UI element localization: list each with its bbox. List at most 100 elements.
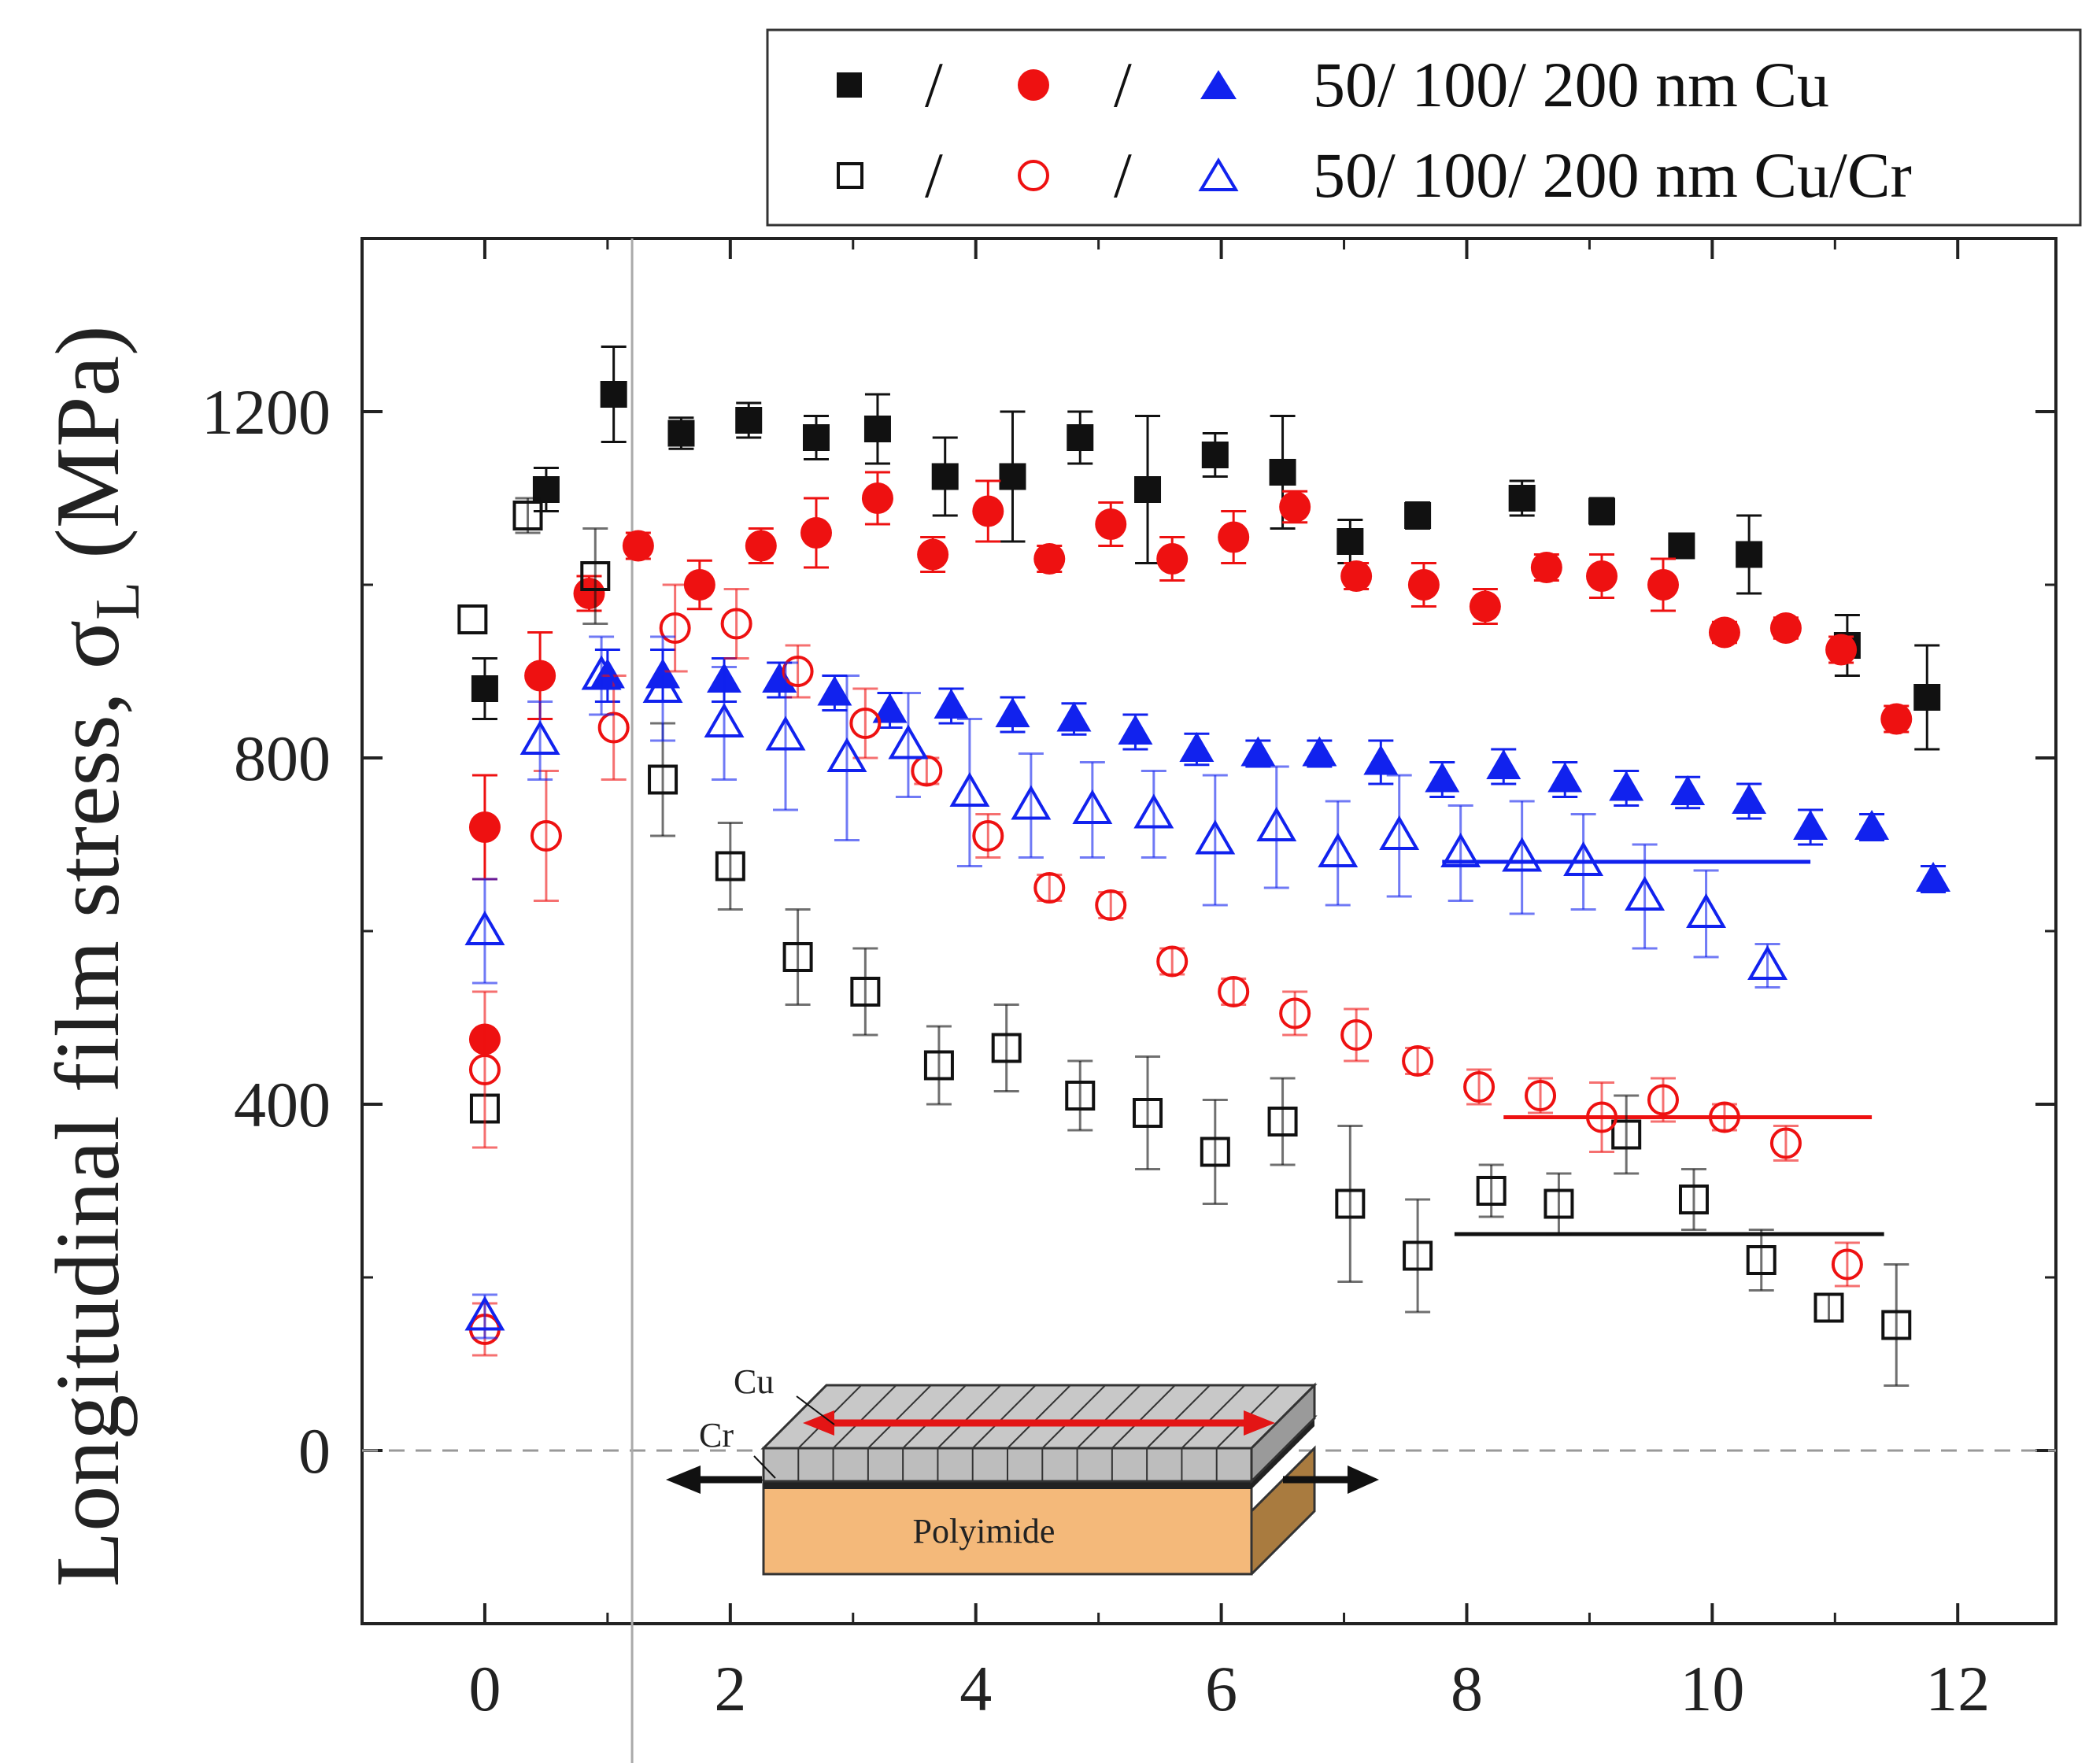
data-point [782,656,814,687]
data-point [765,715,806,751]
data-point [1218,521,1250,553]
data-point [715,851,745,882]
data-point [1880,703,1913,735]
data-point [512,501,543,530]
data-point [457,604,488,634]
x-tick-label: 8 [1451,1653,1483,1724]
data-point [972,495,1004,527]
data-point [622,530,654,562]
data-point [1363,745,1399,775]
legend-marker-open-triangle [1198,157,1239,191]
y-tick-label: 1200 [201,376,331,448]
legend-label-cucr: 50/ 100/ 200 nm Cu/Cr [1313,139,1912,211]
data-point [762,663,797,693]
legend-box [766,28,2082,227]
legend-separator: / [925,49,943,120]
legend-separator: / [925,139,943,211]
data-point [1625,876,1666,911]
data-point [683,569,715,601]
data-point [1476,1176,1507,1206]
data-point [999,463,1026,490]
y-axis-title: Longitudinal film stress, σL (MPa) [38,325,153,1587]
data-point [659,612,691,644]
data-point [1678,1185,1709,1214]
crack-line [832,1384,897,1449]
tension-arrow-head-left [666,1465,701,1494]
data-point [1854,810,1890,840]
legend-separator: / [1114,139,1132,211]
data-point [972,820,1004,852]
data-point [1269,459,1296,486]
data-point [1425,762,1460,793]
data-point [800,517,832,549]
crack-line [1181,1384,1246,1449]
y-tick-label: 0 [298,1415,331,1487]
x-tick-label: 12 [1925,1653,1990,1724]
data-point [1530,552,1562,583]
stress-arrow-head-left [803,1410,834,1436]
x-tick-label: 10 [1680,1653,1744,1724]
data-point [1544,1188,1574,1219]
data-point [1708,1101,1740,1133]
y-tick-label: 800 [234,723,331,794]
y-axis-title-main: Longitudinal film stress, σ [38,620,139,1587]
data-point [1340,560,1373,592]
data-point [1267,1107,1298,1137]
data-point [1736,541,1763,568]
data-point [468,1054,501,1085]
data-point [1588,497,1616,525]
data-point [1668,532,1695,560]
data-point [1033,543,1066,575]
crack-line [1146,1384,1211,1449]
data-point [590,658,625,689]
axes: 0 2 4 6 8 10 12 0 400 800 1200 [201,238,2056,1724]
data-point [849,708,882,739]
data-point [888,724,929,760]
data-point [1793,810,1828,840]
data-point [1404,502,1432,529]
data-point [934,689,969,719]
data-point [519,720,560,755]
data-point [1586,1101,1618,1133]
series-50-nm-cu-cr [457,497,1912,1387]
data-point [1647,569,1679,601]
data-point [745,530,777,562]
x-tick-label: 2 [714,1653,746,1724]
series-200-nm-cu-cr [464,635,1788,1340]
data-point [1133,1098,1163,1128]
data-point [1508,485,1536,512]
data-point [1340,1019,1373,1051]
data-point [1318,833,1359,867]
data-point [1335,1188,1366,1219]
data-point [817,675,852,706]
data-point [1134,476,1162,503]
series-100-nm-cu-cr [468,583,1863,1357]
legend-marker-open-square [837,162,863,189]
data-point [1095,889,1127,921]
data-point [524,660,556,692]
cr-leader [753,1455,776,1479]
data-point [464,911,505,945]
stress-arrow-head-right [1244,1410,1275,1436]
series-200-nm-cu [590,649,1951,893]
data-point [1240,736,1276,767]
data-point [1769,612,1802,644]
data-point [1302,736,1337,767]
data-point [931,463,959,490]
legend-marker-open-circle [1018,160,1049,191]
data-point [1179,732,1215,762]
data-point [1065,1081,1096,1111]
crack-line [972,1384,1037,1449]
data-point [782,942,813,972]
data-point [1670,775,1706,805]
data-point [1647,1084,1679,1116]
data-point [1118,715,1153,745]
legend-label-cu: 50/ 100/ 200 nm Cu [1313,49,1829,120]
data-point [1913,684,1941,711]
data-point [1407,569,1440,601]
data-point [720,608,752,640]
crack-line [1007,1384,1071,1449]
data-point [471,675,498,702]
data-point [642,668,683,703]
y-axis-title-unit: (MPa) [38,325,139,581]
